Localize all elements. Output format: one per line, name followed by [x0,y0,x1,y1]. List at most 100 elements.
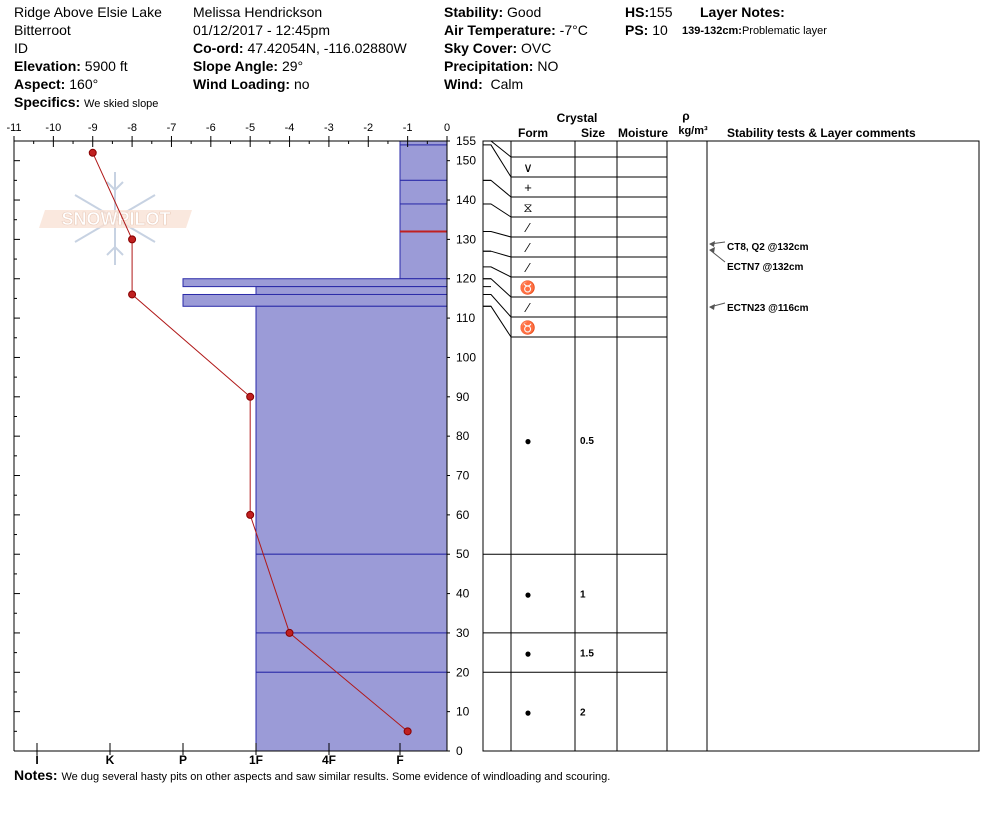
layer-connector [483,293,512,318]
airtemp-label: Air Temperature: [444,22,556,38]
snowpilot-watermark: SNOWPILOT [39,172,192,265]
hardness-layer [255,553,448,634]
windload-value: no [293,76,310,92]
layer-note-text: Problematic layer [741,25,827,37]
specifics-label: Specifics: [14,94,81,110]
temperature-point [246,510,255,519]
depth-tick-label: 20 [456,665,470,679]
hardness-layer [399,179,448,205]
specifics-value: We skied slope [84,98,159,110]
crystal-form-symbol: ⁄ [524,220,531,235]
depth-tick-label: 30 [456,626,470,640]
temperature-point [128,290,137,299]
aspect-label: Aspect: [14,76,66,92]
crystal-size: 1 [580,590,586,601]
sky-value: OVC [521,40,552,56]
temp-tick-label: -5 [245,122,255,134]
hs-value: 155 [649,4,673,20]
stability-test: ECTN23 @116cm [727,303,809,314]
hardness-tick-label: P [179,753,187,767]
temp-tick-label: -1 [403,122,413,134]
watermark-text: SNOWPILOT [62,209,171,229]
temperature-point [285,628,294,637]
hardness-layer [182,278,448,288]
stability-arrowhead [709,241,715,247]
depth-tick-label: 0 [456,744,463,758]
depth-tick-label: 120 [456,272,476,286]
size-header: Size [581,126,605,140]
airtemp-value: -7°C [559,22,588,38]
slope-value: 29° [281,58,304,74]
layer-connector [483,266,512,278]
layer-connector [483,179,512,198]
depth-tick-label: 110 [456,311,475,325]
temp-tick-label: -9 [88,122,98,134]
state: ID [14,40,28,56]
crystal-form-symbol: ● [524,647,531,661]
stability-test: ECTN7 @132cm [727,262,804,273]
stability-test: CT8, Q2 @132cm [727,242,809,253]
crystal-form-symbol: ● [524,706,531,720]
moisture-header: Moisture [618,126,668,140]
wind-value: Calm [490,76,524,92]
hs-label: HS: [625,4,650,20]
temp-tick-label: -11 [6,122,21,134]
hardness-layer [399,203,448,233]
form-header: Form [518,126,548,140]
crystal-form-symbol: ⁄ [524,260,531,275]
stability-header: Stability tests & Layer comments [727,126,916,140]
slope-label: Slope Angle: [193,58,279,74]
crystal-form-symbol: ⧖ [523,200,532,215]
depth-tick-label: 80 [456,429,470,443]
temp-tick-label: -3 [324,122,334,134]
stability-value: Good [507,4,542,20]
hardness-layer [255,632,448,673]
depth-tick-label: 60 [456,508,470,522]
stability-arrowhead [709,304,715,310]
crystal-size: 0.5 [580,436,594,447]
crystal-form-symbol: ⁄ [524,240,531,255]
depth-tick-label: 150 [456,154,476,168]
depth-tick-label: 100 [456,350,476,364]
crystal-size: 2 [580,708,586,719]
temp-tick-label: -4 [285,122,295,134]
notes-text: We dug several hasty pits on other aspec… [61,771,611,783]
hardness-layer [399,144,448,181]
crystal-size: 1.5 [580,649,594,660]
date-time: 01/12/2017 - 12:45pm [193,22,330,38]
crystal-form-symbol: ♉ [520,280,536,295]
location: Ridge Above Elsie Lake [14,4,162,20]
coord-value: 47.42054N, -116.02880W [247,40,407,56]
hardness-layer [399,231,448,280]
density-unit-header: kg/m³ [678,125,708,137]
temperature-point [128,235,137,244]
crystal-header: Crystal [557,111,598,125]
hardness-layer [255,305,448,555]
hardness-tick-label: K [106,753,115,767]
rho-header: ρ [682,109,689,123]
temp-tick-label: 0 [444,122,450,134]
notes-label: Notes: [14,767,58,783]
layer-notes-label: Layer Notes: [700,4,785,20]
depth-tick-label: 70 [456,469,470,483]
stability-label: Stability: [444,4,504,20]
hardness-layer [399,140,448,146]
crystal-form-symbol: ⁄ [524,300,531,315]
crystal-form-symbol: ∨ [523,160,533,175]
wind-label: Wind: [444,76,483,92]
layer-connector [483,250,512,258]
depth-tick-label: 130 [456,232,476,246]
observer: Melissa Hendrickson [193,4,323,20]
layer-connector [483,231,512,238]
layer-connector [483,203,512,218]
temp-tick-label: -10 [45,122,61,134]
stability-arrowhead [709,247,715,253]
mountain-range: Bitterroot [14,22,71,38]
hardness-tick-label: 4F [322,753,336,767]
crystal-form-symbol: ♉ [520,320,536,335]
hardness-tick-label: F [396,753,403,767]
depth-tick-label: 40 [456,587,470,601]
layer-connector [483,144,512,178]
elevation-value: 5900 ft [84,58,128,74]
